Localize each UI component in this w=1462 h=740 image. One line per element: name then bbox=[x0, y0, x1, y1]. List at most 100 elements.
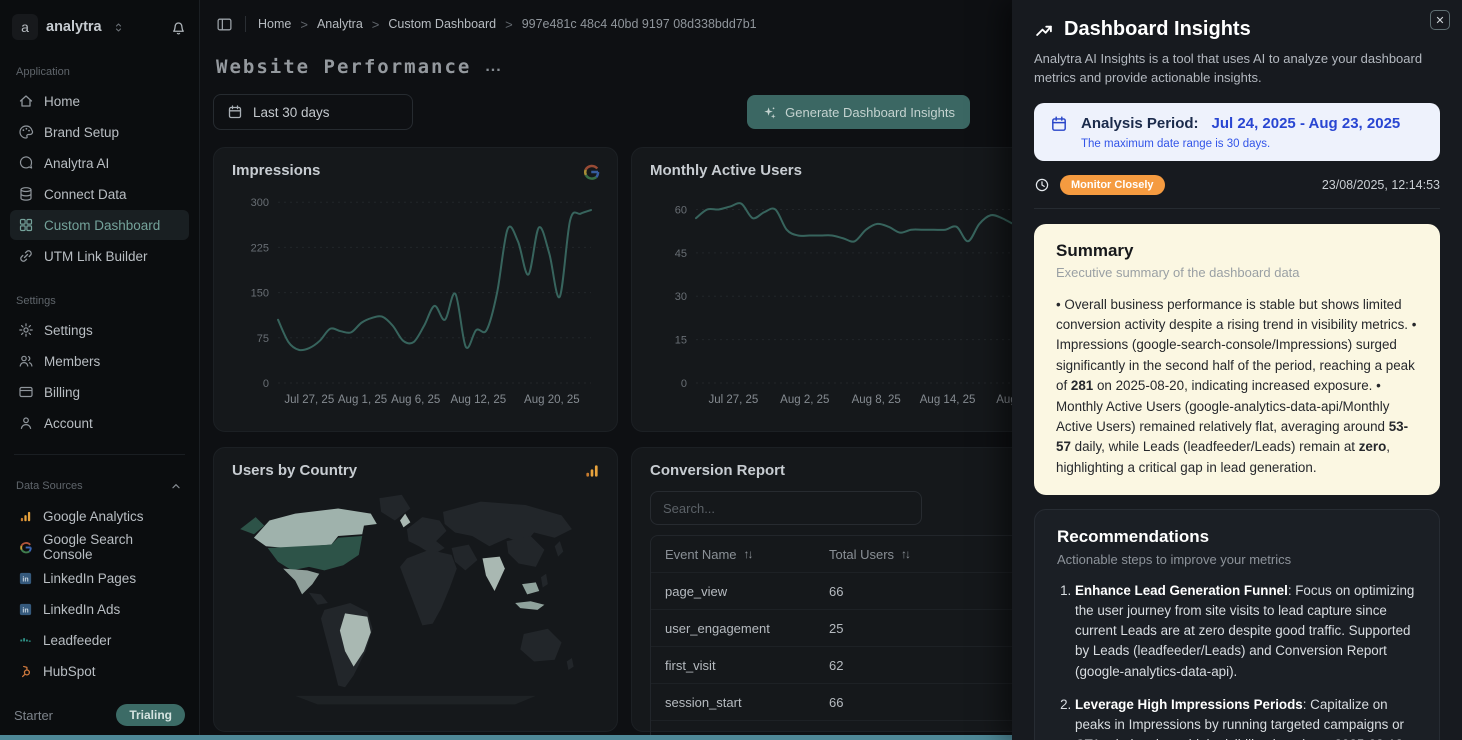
notifications-bell-icon[interactable] bbox=[170, 19, 187, 36]
sidebar-item-label: Leadfeeder bbox=[43, 633, 111, 648]
impressions-card: Impressions 075150225300Jul 27, 25Aug 1,… bbox=[213, 147, 618, 432]
sort-icon[interactable]: ↑↓ bbox=[901, 547, 909, 561]
sidebar-item-label: LinkedIn Pages bbox=[43, 571, 136, 586]
sidebar-item-label: HubSpot bbox=[43, 664, 96, 679]
panel-description: Analytra AI Insights is a tool that uses… bbox=[1034, 50, 1438, 88]
user-icon bbox=[18, 415, 34, 431]
breadcrumb-analytra[interactable]: Analytra bbox=[317, 17, 363, 31]
hubspot-icon bbox=[18, 664, 33, 679]
dashboard-insights-panel: ✕ Dashboard Insights Analytra AI Insight… bbox=[1012, 0, 1462, 740]
svg-text:Aug 1, 25: Aug 1, 25 bbox=[338, 394, 387, 406]
chat-icon bbox=[18, 155, 34, 171]
sidebar-toggle-icon[interactable] bbox=[216, 16, 233, 33]
summary-card: Summary Executive summary of the dashboa… bbox=[1034, 224, 1440, 495]
svg-text:Aug 14, 25: Aug 14, 25 bbox=[920, 394, 976, 406]
table-row: user_engagement 25 bbox=[651, 609, 1043, 646]
breadcrumb-dashboard-id: 997e481c 48c4 40bd 9197 08d338bdd7b1 bbox=[522, 17, 757, 31]
svg-text:0: 0 bbox=[681, 378, 687, 390]
sidebar-item-custom-dashboard[interactable]: Custom Dashboard bbox=[10, 210, 189, 240]
sidebar-item-settings[interactable]: Settings bbox=[10, 315, 189, 345]
search-input[interactable] bbox=[650, 491, 922, 525]
svg-text:30: 30 bbox=[675, 291, 687, 303]
trial-status-badge: Trialing bbox=[116, 704, 185, 726]
workspace-name: analytra bbox=[46, 19, 102, 35]
breadcrumb-home[interactable]: Home bbox=[258, 17, 291, 31]
sidebar-item-billing[interactable]: Billing bbox=[10, 377, 189, 407]
card-title: Conversion Report bbox=[650, 462, 1044, 479]
home-icon bbox=[18, 93, 34, 109]
plan-name: Starter bbox=[14, 708, 53, 723]
svg-text:Aug 20, 25: Aug 20, 25 bbox=[524, 394, 580, 406]
map-region-indonesia bbox=[515, 601, 544, 610]
sidebar-item-label: Account bbox=[44, 416, 93, 431]
sidebar-item-home[interactable]: Home bbox=[10, 86, 189, 116]
svg-text:Aug 6, 25: Aug 6, 25 bbox=[391, 394, 440, 406]
svg-text:Aug 2, 25: Aug 2, 25 bbox=[780, 394, 829, 406]
map-region-india bbox=[483, 557, 505, 591]
card-title: Impressions bbox=[232, 162, 599, 179]
mau-card: Monthly Active Users 015304560Jul 27, 25… bbox=[631, 147, 1063, 432]
map-region-philippines bbox=[541, 574, 548, 588]
chevron-up-icon[interactable] bbox=[169, 479, 183, 493]
workspace-switcher[interactable]: a analytra bbox=[10, 12, 189, 42]
breadcrumb-separator: > bbox=[505, 17, 513, 32]
title-ellipsis-menu[interactable]: ... bbox=[485, 58, 501, 76]
sidebar-item-analytra-ai[interactable]: Analytra AI bbox=[10, 148, 189, 178]
sparkles-icon bbox=[762, 105, 777, 120]
sidebar-item-utm-link-builder[interactable]: UTM Link Builder bbox=[10, 241, 189, 271]
breadcrumb-custom-dashboard[interactable]: Custom Dashboard bbox=[388, 17, 496, 31]
sidebar-item-members[interactable]: Members bbox=[10, 346, 189, 376]
svg-text:75: 75 bbox=[257, 333, 269, 345]
card-title: Users by Country bbox=[232, 462, 599, 479]
sidebar-item-label: Brand Setup bbox=[44, 125, 119, 140]
gear-icon bbox=[18, 322, 34, 338]
recommendation-item: Enhance Lead Generation Funnel: Focus on… bbox=[1075, 581, 1417, 682]
sidebar-item-brand-setup[interactable]: Brand Setup bbox=[10, 117, 189, 147]
sort-icon[interactable]: ↑↓ bbox=[744, 547, 752, 561]
link-icon bbox=[18, 248, 34, 264]
summary-subtitle: Executive summary of the dashboard data bbox=[1056, 265, 1418, 280]
sidebar-item-linkedin-pages[interactable]: LinkedIn Pages bbox=[10, 563, 189, 593]
conversion-report-card: Conversion Report Event Name ↑↓ Total Us… bbox=[631, 447, 1063, 732]
app-window: a analytra Application Home Brand Setup … bbox=[0, 0, 1462, 740]
users-icon bbox=[18, 353, 34, 369]
sidebar-item-label: Google Analytics bbox=[43, 509, 144, 524]
calendar-icon bbox=[227, 104, 243, 120]
table-header-row: Event Name ↑↓ Total Users ↑↓ bbox=[651, 536, 1043, 572]
map-region-japan bbox=[555, 541, 564, 556]
column-header-event-name: Event Name bbox=[665, 547, 737, 562]
section-label-settings: Settings bbox=[16, 295, 183, 307]
google-analytics-icon bbox=[18, 509, 33, 524]
breadcrumb-separator: > bbox=[300, 17, 308, 32]
svg-text:0: 0 bbox=[263, 378, 269, 390]
sidebar-item-hubspot[interactable]: HubSpot bbox=[10, 656, 189, 686]
generate-insights-button[interactable]: Generate Dashboard Insights bbox=[747, 95, 970, 129]
sidebar: a analytra Application Home Brand Setup … bbox=[0, 0, 200, 740]
status-badge[interactable]: Monitor Closely bbox=[1060, 175, 1165, 195]
section-label-data-sources[interactable]: Data Sources bbox=[16, 479, 183, 493]
sidebar-item-label: Connect Data bbox=[44, 187, 127, 202]
status-row: Monitor Closely 23/08/2025, 12:14:53 bbox=[1034, 175, 1440, 195]
sidebar-item-google-search-console[interactable]: Google Search Console bbox=[10, 532, 189, 562]
sidebar-item-label: Billing bbox=[44, 385, 80, 400]
sidebar-item-linkedin-ads[interactable]: LinkedIn Ads bbox=[10, 594, 189, 624]
svg-text:45: 45 bbox=[675, 248, 687, 260]
mau-chart: 015304560Jul 27, 25Aug 2, 25Aug 8, 25Aug… bbox=[650, 183, 1044, 411]
date-range-picker[interactable]: Last 30 days bbox=[213, 94, 413, 130]
sidebar-item-leadfeeder[interactable]: Leadfeeder bbox=[10, 625, 189, 655]
close-panel-button[interactable]: ✕ bbox=[1430, 10, 1450, 30]
sidebar-item-account[interactable]: Account bbox=[10, 408, 189, 438]
google-icon bbox=[18, 540, 33, 555]
column-header-total-users: Total Users bbox=[829, 547, 894, 562]
map-region-mexico bbox=[283, 569, 319, 595]
sidebar-item-connect-data[interactable]: Connect Data bbox=[10, 179, 189, 209]
sidebar-item-label: Settings bbox=[44, 323, 93, 338]
summary-title: Summary bbox=[1056, 241, 1418, 261]
map-region-southeast-asia bbox=[522, 582, 539, 594]
sidebar-item-google-analytics[interactable]: Google Analytics bbox=[10, 501, 189, 531]
calendar-icon bbox=[1050, 115, 1068, 133]
recommendations-subtitle: Actionable steps to improve your metrics bbox=[1057, 552, 1417, 567]
map-region-central-america bbox=[309, 593, 328, 605]
breadcrumb-separator: > bbox=[372, 17, 380, 32]
dashboard-grid-icon bbox=[18, 217, 34, 233]
